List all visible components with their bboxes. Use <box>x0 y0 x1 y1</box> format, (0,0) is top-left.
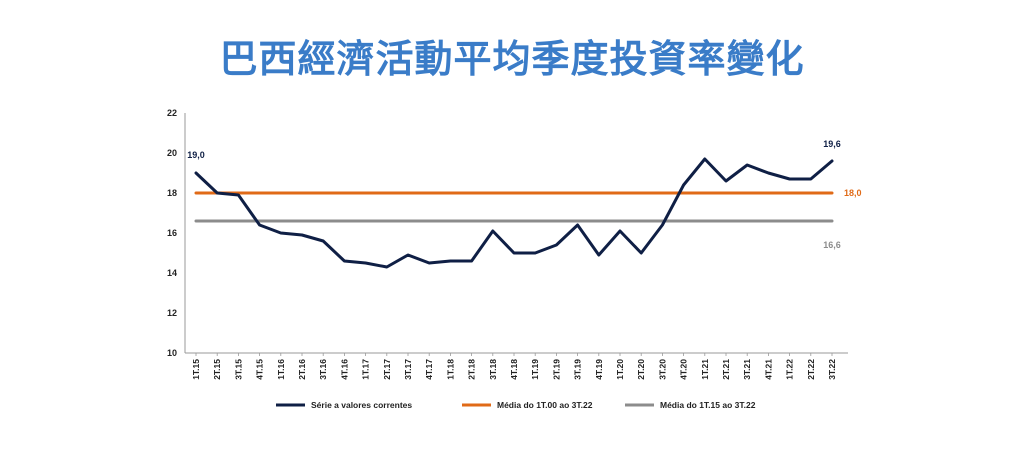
legend-label-0: Série a valores correntes <box>311 400 412 410</box>
x-tick-label: 4T.16 <box>339 359 349 380</box>
x-tick-label: 2T.17 <box>382 359 392 380</box>
data-label: 19,6 <box>823 139 841 149</box>
y-tick-label: 12 <box>167 308 177 318</box>
x-tick-label: 4T.15 <box>255 359 265 380</box>
x-tick-label: 1T.19 <box>530 359 540 380</box>
x-tick-label: 1T.22 <box>785 359 795 380</box>
x-tick-label: 4T.18 <box>509 359 519 380</box>
x-tick-label: 4T.21 <box>763 359 773 380</box>
x-tick-label: 1T.20 <box>615 359 625 380</box>
legend-label-1: Média do 1T.00 ao 3T.22 <box>497 400 593 410</box>
x-tick-label: 3T.22 <box>827 359 837 380</box>
y-tick-label: 20 <box>167 148 177 158</box>
x-tick-label: 4T.20 <box>679 359 689 380</box>
series-line-0 <box>194 157 834 269</box>
y-tick-label: 22 <box>167 108 177 118</box>
legend-label-2: Média do 1T.15 ao 3T.22 <box>660 400 756 410</box>
x-tick-label: 1T.17 <box>361 359 371 380</box>
legend: Série a valores correntes Média do 1T.00 … <box>276 400 756 410</box>
chart-title: 巴西經濟活動平均季度投資率變化 <box>219 37 805 81</box>
x-tick-label: 1T.15 <box>191 359 201 380</box>
data-label: 16,6 <box>823 240 841 250</box>
x-tick-label: 2T.15 <box>212 359 222 380</box>
x-tick-label: 3T.16 <box>318 359 328 380</box>
y-tick-label: 14 <box>167 268 177 278</box>
x-tick-label: 3T.21 <box>742 359 752 380</box>
x-tick-label: 2T.19 <box>551 359 561 380</box>
x-tick-label: 1T.16 <box>276 359 286 380</box>
x-tick-label: 3T.19 <box>573 359 583 380</box>
axes: 10 12 14 16 18 20 22 1T.15 2T.15 3T.15 4T.15 1T.16 2… <box>167 108 848 380</box>
data-label: 19,0 <box>187 150 205 160</box>
x-tick-label: 4T.19 <box>594 359 604 380</box>
y-tick-label: 18 <box>167 188 177 198</box>
x-tick-label: 3T.17 <box>403 359 413 380</box>
y-tick-label: 10 <box>167 348 177 358</box>
x-tick-label: 3T.20 <box>657 359 667 380</box>
x-tick-label: 2T.21 <box>721 359 731 380</box>
x-tick-label: 2T.20 <box>636 359 646 380</box>
x-tick-label: 2T.18 <box>467 359 477 380</box>
x-tick-label: 3T.15 <box>233 359 243 380</box>
x-tick-label: 1T.18 <box>445 359 455 380</box>
x-tick-label: 3T.18 <box>488 359 498 380</box>
x-tick-label: 1T.21 <box>700 359 710 380</box>
series-layer <box>194 157 834 269</box>
x-tick-label: 2T.22 <box>806 359 816 380</box>
data-label: 18,0 <box>844 188 862 198</box>
x-tick-label: 2T.16 <box>297 359 307 380</box>
x-tick-label: 4T.17 <box>424 359 434 380</box>
data-labels: 19,0 19,6 18,0 16,6 <box>187 139 861 250</box>
y-tick-label: 16 <box>167 228 177 238</box>
